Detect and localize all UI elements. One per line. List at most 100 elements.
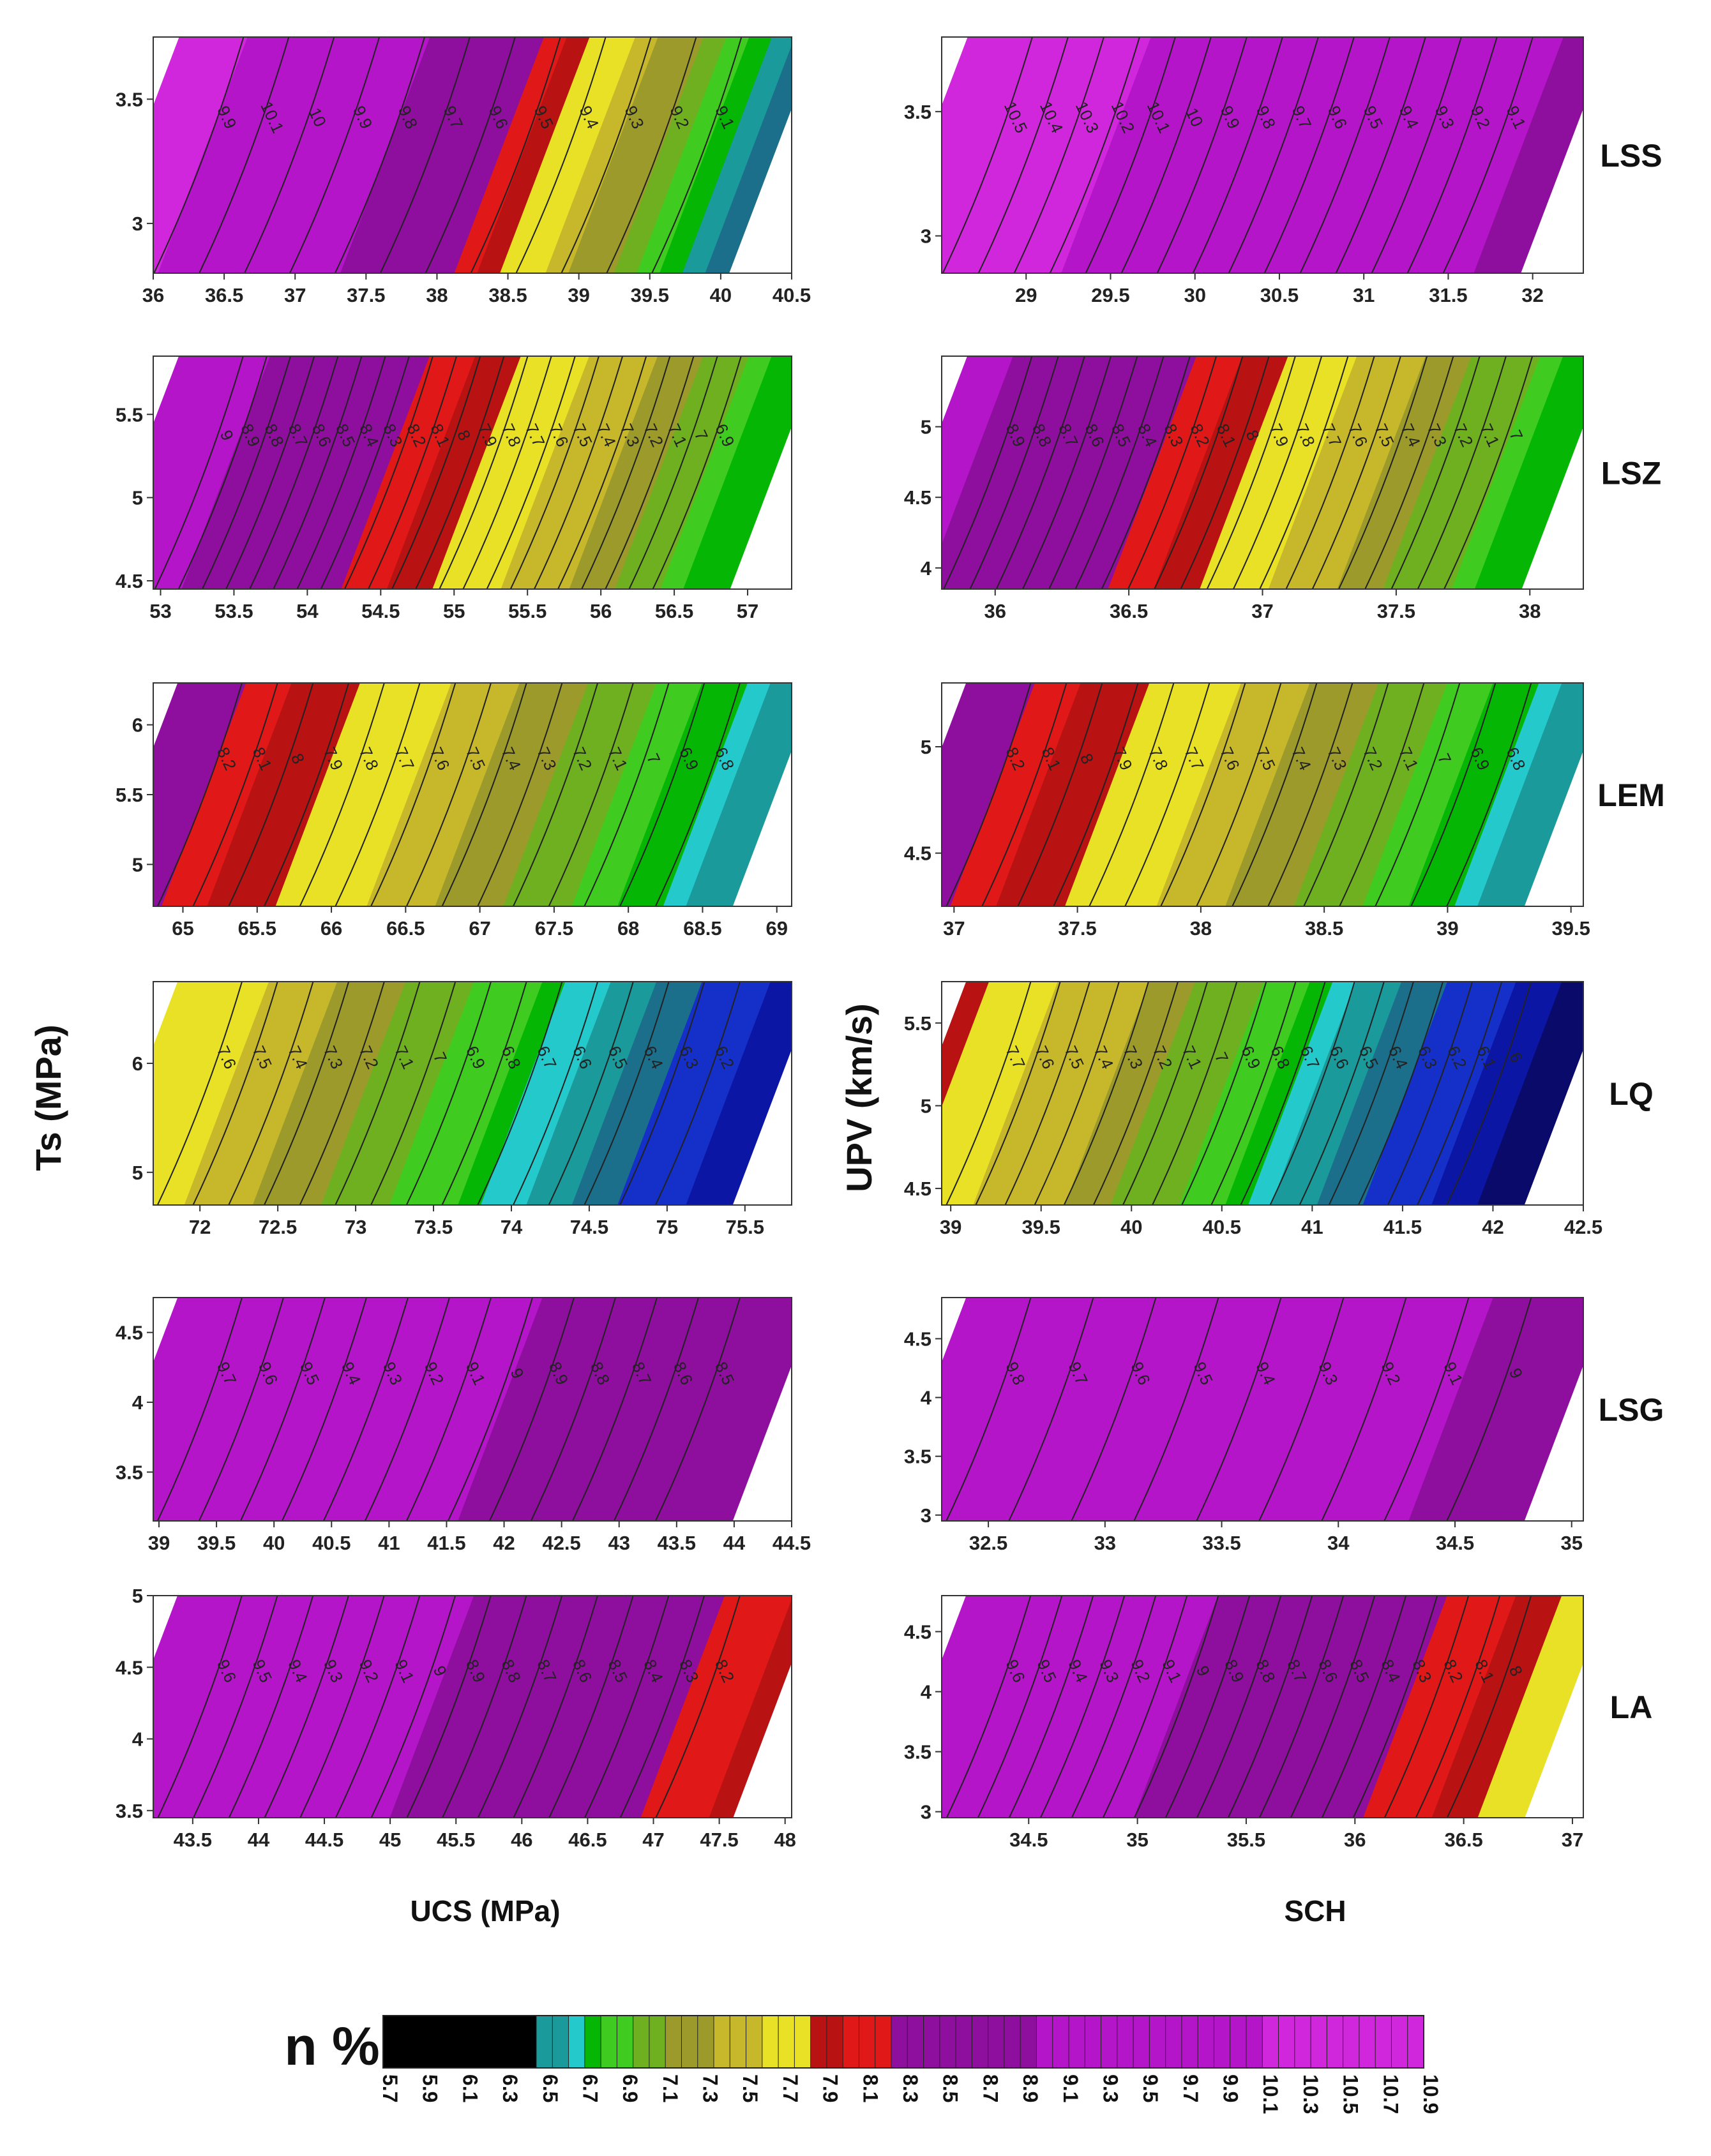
contour-line [969, 356, 1059, 589]
y-tick-label: 5 [132, 487, 143, 509]
colorbar-swatch [1326, 2015, 1344, 2069]
contour-line [942, 356, 1033, 589]
y-tick-label: 4 [921, 557, 932, 580]
contour-band [389, 1596, 498, 1818]
contour-band [343, 982, 453, 1205]
contour-band [1313, 37, 1428, 273]
contour-lines [942, 37, 1534, 273]
contour-band [501, 356, 614, 589]
contour-band [1474, 37, 1583, 273]
contour-band [1202, 1596, 1311, 1818]
contour-band [204, 356, 317, 589]
contour-line [486, 356, 576, 589]
contour-lines [154, 356, 742, 589]
colorbar-tick-label: 7.5 [739, 2074, 762, 2102]
y-tick-label: 4 [132, 1391, 144, 1414]
contour-line [320, 356, 410, 589]
contour-fill [942, 37, 1583, 273]
y-tick-label: 4.5 [904, 842, 931, 865]
contour-band [1039, 356, 1152, 589]
contour-line [1371, 37, 1462, 273]
contour-band [1382, 37, 1496, 273]
contour-band [660, 37, 774, 273]
contour-band [1198, 37, 1313, 273]
contour-line [1127, 356, 1217, 589]
x-tick-label: 65 [172, 917, 193, 940]
rock-type-label: LSZ [1601, 456, 1661, 491]
contour-band [227, 356, 340, 589]
contour-band [1085, 356, 1198, 589]
contour-line [1258, 1596, 1345, 1818]
contour-band [1500, 985, 1583, 1205]
contour-band [275, 683, 384, 906]
x-tick-label: 40 [710, 284, 732, 306]
contour-line [512, 683, 599, 906]
contour-band [942, 1298, 1014, 1487]
contour-lines [946, 683, 1532, 906]
x-tick-label: 41.5 [1383, 1216, 1422, 1238]
contour-band [1454, 982, 1564, 1205]
contour-line [441, 1596, 527, 1818]
contour-line [1383, 1596, 1470, 1818]
colorbar-tick-label: 6.7 [578, 2074, 601, 2102]
contour-band [435, 1298, 544, 1521]
contour-fill [942, 1596, 1583, 1818]
y-tick-label: 4.5 [904, 1621, 931, 1643]
contour-band [526, 982, 635, 1205]
contour-band [454, 37, 568, 273]
contour-line [1258, 1298, 1345, 1521]
contour-band [950, 982, 1059, 1205]
contour-band [637, 356, 750, 589]
x-tick-label: 36 [142, 284, 164, 306]
contour-band [1110, 1298, 1220, 1521]
x-tick-label: 40.5 [1203, 1216, 1241, 1238]
contour-line [1210, 982, 1297, 1205]
contour-line [1151, 982, 1238, 1205]
contour-band [366, 1596, 476, 1818]
contour-line [1228, 37, 1319, 273]
contour-band [1293, 1298, 1403, 1521]
contour-line [942, 37, 1033, 273]
contour-line [1375, 683, 1461, 906]
contour-band [1064, 683, 1174, 906]
contour-line [1416, 982, 1503, 1205]
contour-band [526, 1596, 635, 1818]
contour-band [992, 37, 1106, 273]
contour-band [364, 356, 477, 589]
x-tick-label: 53.5 [215, 600, 253, 622]
contour-band [1451, 37, 1565, 273]
x-tick-label: 31 [1353, 284, 1375, 306]
contour-band [153, 982, 225, 1171]
contour-band [591, 37, 705, 273]
colorbar-title: n % [284, 2016, 379, 2076]
x-tick-label: 34.5 [1009, 1829, 1048, 1851]
contour-line [977, 37, 1069, 273]
contour-band [946, 37, 1061, 273]
contour-band [250, 356, 363, 589]
contour-band [709, 1599, 792, 1818]
x-tick-label: 37.5 [1058, 917, 1096, 940]
contour-band [950, 1298, 1059, 1521]
contour-line [1021, 356, 1112, 589]
contour-line [322, 1298, 409, 1521]
colorbar-ticks: 5.7 5.9 6.1 6.3 6.5 6.7 6.9 7.1 7.3 7.5 7.7 7.9 8.1 8… [379, 2074, 1442, 2114]
contour-line [239, 1298, 326, 1521]
colorbar-swatch [1149, 2015, 1166, 2069]
colorbar-swatch [649, 2015, 667, 2069]
contour-line [201, 356, 292, 589]
contour-band [571, 982, 681, 1205]
contour-line [1383, 1298, 1470, 1521]
contour-band [568, 37, 682, 273]
contour-band [1336, 37, 1451, 273]
contour-band [572, 1596, 681, 1818]
contour-band [294, 37, 409, 273]
contour-band [1061, 37, 1175, 273]
contour-band [705, 363, 792, 589]
x-tick-label: 29 [1015, 284, 1037, 306]
x-tick-label: 69 [766, 917, 788, 940]
contour-line [584, 982, 670, 1205]
contour-band [458, 1298, 567, 1521]
contour-band [230, 982, 339, 1205]
contour-band [1202, 683, 1311, 906]
contour-line [1232, 356, 1323, 589]
